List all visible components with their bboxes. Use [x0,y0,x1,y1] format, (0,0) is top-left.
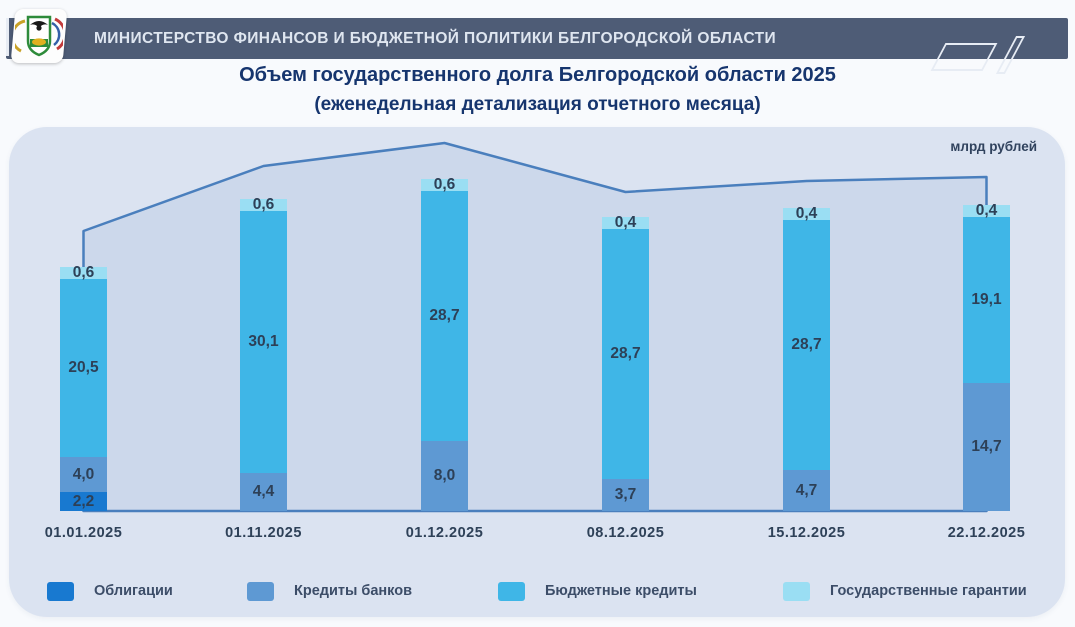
bar-segment [783,208,830,220]
bar-value-label: 30,1 [248,333,279,350]
header-title: МИНИСТЕРСТВО ФИНАНСОВ И БЮДЖЕТНОЙ ПОЛИТИ… [94,30,777,47]
bar-value-label: 28,7 [429,307,460,324]
x-axis-label: 08.12.2025 [586,525,665,541]
bar-value-label: 0,4 [795,205,818,222]
bar-segment [60,492,107,511]
bar-value-label: 0,6 [72,264,95,281]
bar-value-label: 3,7 [614,486,637,503]
bar-value-label: 8,0 [433,467,456,484]
legend-label: Бюджетные кредиты [545,583,697,599]
bar-segment [240,199,287,211]
legend-swatch [247,582,274,601]
chart-title: Объем государственного долга Белгородско… [239,64,836,86]
decor-slash-icon [6,18,9,56]
legend-swatch [498,582,525,601]
bar-segment [240,211,287,473]
bar-segment [602,217,649,229]
bar-value-label: 4,4 [252,483,275,500]
bar-value-label: 28,7 [610,345,641,362]
x-axis-label: 01.11.2025 [225,525,302,541]
header-bar: МИНИСТЕРСТВО ФИНАНСОВ И БЮДЖЕТНОЙ ПОЛИТИ… [6,18,1068,74]
chart-subtitle: (еженедельная детализация отчетного меся… [314,94,761,115]
x-axis-label: 01.12.2025 [405,525,484,541]
bar-segment [783,470,830,511]
bar-value-label: 20,5 [68,359,99,376]
x-axis-label: 22.12.2025 [947,525,1026,541]
bar-segment [783,220,830,470]
bar-segment [602,229,649,479]
bar-value-label: 4,7 [795,481,818,499]
legend-label: Облигации [94,583,173,599]
unit-label: млрд рублей [950,139,1037,154]
bar-value-label: 0,4 [614,214,637,231]
bar-value-label: 2,2 [72,492,95,510]
bar-segment [602,479,649,511]
bar-segment [60,457,107,492]
x-axis-label: 01.01.2025 [44,525,123,541]
bar-value-label: 0,6 [433,176,456,193]
total-area-line-chart [82,141,988,513]
legend-label: Государственные гарантии [830,583,1027,599]
bar-segment [421,179,468,191]
x-axis-label: 15.12.2025 [767,525,846,541]
bar-segment [421,191,468,441]
bar-segment [421,441,468,511]
legend-swatch [783,582,810,601]
bar-value-label: 0,6 [252,196,275,213]
chart-panel: млрд рублей 2,2 4,0 20,5 0,6 4,4 30,1 0,6 8,0 28… [9,127,1065,617]
bar-segment [963,205,1010,217]
bar-segment [60,279,107,457]
bar-segment [60,267,107,279]
bar-value-label: 0,4 [975,202,998,219]
legend-swatch [47,582,74,601]
bar-segment [240,473,287,511]
bar-value-label: 19,1 [971,291,1002,308]
bar-value-label: 28,7 [791,336,822,353]
bar-value-label: 4,0 [72,465,95,483]
coat-of-arms-icon [15,15,63,57]
bar-segment [963,217,1010,383]
bar-value-label: 14,7 [971,438,1002,455]
bar-segment [963,383,1010,511]
area-series [82,141,988,513]
ministry-logo [10,9,68,63]
legend-label: Кредиты банков [294,583,413,599]
